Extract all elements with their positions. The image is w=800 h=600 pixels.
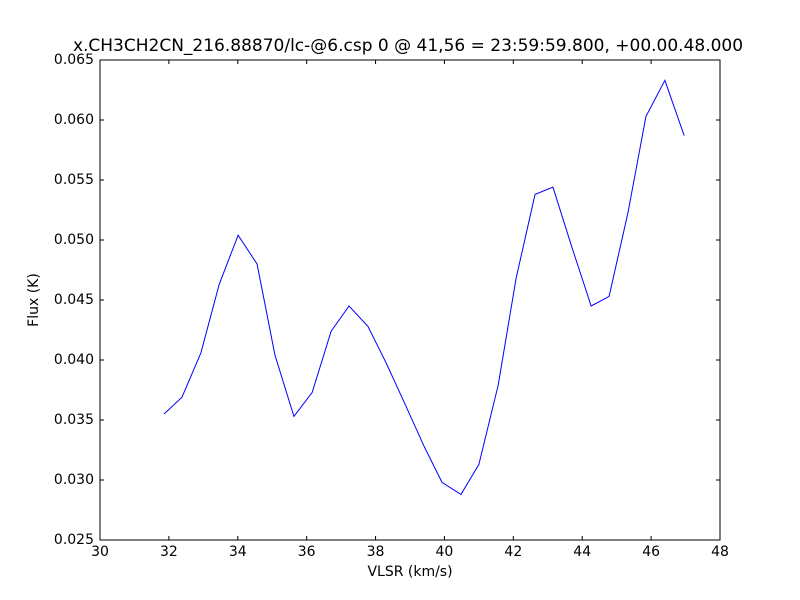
y-tick-label: 0.065: [54, 52, 94, 68]
x-tick-label: 40: [436, 544, 454, 560]
x-tick-label: 34: [229, 544, 247, 560]
data-line: [163, 79, 685, 496]
x-tick-label: 46: [642, 544, 660, 560]
x-axis-label: VLSR (km/s): [367, 564, 452, 580]
y-tick-label: 0.035: [54, 412, 94, 428]
x-tick-label: 42: [504, 544, 522, 560]
y-tick-label: 0.025: [54, 532, 94, 548]
y-axis-label: Flux (K): [26, 273, 42, 327]
chart-title: x.CH3CH2CN_216.88870/lc-@6.csp 0 @ 41,56…: [73, 36, 743, 56]
y-tick-label: 0.050: [54, 232, 94, 248]
x-tick-label: 44: [573, 544, 591, 560]
y-tick-label: 0.030: [54, 472, 94, 488]
y-tick-label: 0.055: [54, 172, 94, 188]
y-tick-label: 0.060: [54, 112, 94, 128]
x-tick-label: 32: [160, 544, 178, 560]
x-tick-label: 30: [91, 544, 109, 560]
x-tick-label: 48: [711, 544, 729, 560]
x-tick-label: 38: [367, 544, 385, 560]
y-tick-label: 0.040: [54, 352, 94, 368]
y-tick-label: 0.045: [54, 292, 94, 308]
x-tick-label: 36: [298, 544, 316, 560]
